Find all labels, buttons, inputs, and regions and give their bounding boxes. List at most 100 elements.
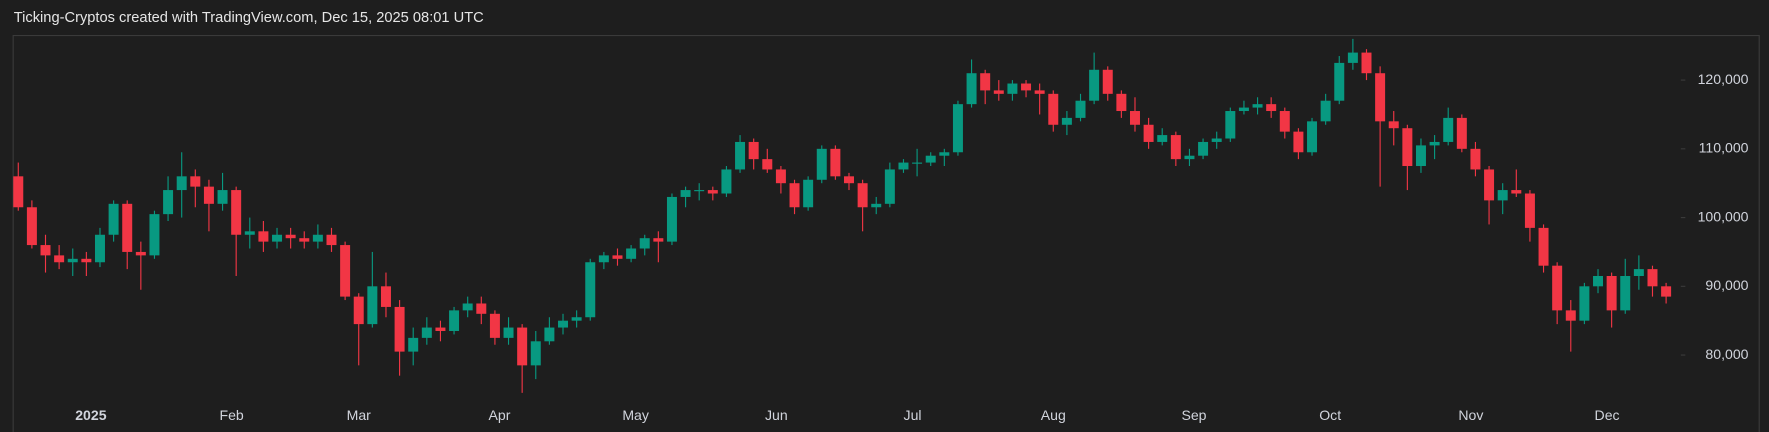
candle-body — [54, 255, 65, 263]
candle-body — [626, 248, 637, 259]
candle-body — [176, 176, 187, 191]
candle-body — [1388, 121, 1399, 129]
candle-body — [1279, 111, 1290, 132]
candle-body — [503, 327, 514, 338]
candle-body — [1007, 83, 1018, 94]
candle-body — [1102, 69, 1113, 94]
y-tick-label: 100,000 — [1698, 208, 1749, 224]
candle-body — [1089, 69, 1100, 101]
candle-body — [231, 190, 242, 235]
x-tick-label: Jul — [904, 407, 922, 423]
candle-body — [966, 73, 977, 105]
candle-body — [476, 303, 487, 314]
candle-body — [844, 176, 854, 184]
candle-body — [1361, 52, 1372, 74]
candle-body — [1157, 135, 1168, 142]
y-tick-label: 80,000 — [1705, 346, 1748, 362]
candle-body — [1143, 124, 1154, 142]
candle-body — [884, 169, 895, 204]
candle-body — [94, 234, 105, 263]
y-tick-label: 120,000 — [1698, 71, 1749, 87]
candle-body — [272, 234, 283, 242]
candle-body — [1198, 141, 1209, 156]
candle-body — [1129, 111, 1140, 125]
candle-body — [244, 231, 255, 235]
candle-body — [1511, 190, 1522, 194]
candle-body — [571, 317, 582, 321]
x-tick-label: Mar — [347, 407, 372, 423]
x-tick-label: Jun — [765, 407, 788, 423]
candle-body — [1633, 269, 1644, 276]
candle-body — [122, 203, 133, 252]
candle-body — [1524, 193, 1535, 228]
candle-body — [108, 203, 119, 235]
candle-body — [1034, 90, 1045, 94]
candle-body — [871, 203, 882, 208]
candle-body — [258, 231, 269, 242]
candle-body — [163, 190, 174, 215]
candle-body — [421, 327, 432, 338]
candle-body — [1266, 104, 1277, 112]
candle-body — [558, 320, 569, 328]
x-tick-label: Dec — [1595, 407, 1620, 423]
candle-body — [340, 245, 351, 297]
candle-body — [980, 73, 991, 91]
candle-body — [1238, 107, 1249, 112]
candle-body — [203, 186, 214, 204]
candle-body — [993, 90, 1004, 94]
candle-body — [149, 214, 160, 256]
candle-body — [285, 234, 296, 239]
candle-body — [1252, 104, 1263, 108]
candle-body — [1116, 93, 1127, 112]
candle-body — [775, 169, 786, 184]
candle-body — [1061, 117, 1072, 125]
candle-body — [1184, 155, 1195, 160]
candle-body — [67, 258, 78, 263]
candle-body — [1334, 62, 1345, 101]
candle-body — [449, 310, 460, 331]
candle-body — [462, 303, 473, 311]
candle-body — [1647, 269, 1658, 287]
candle-body — [707, 190, 718, 194]
candle-body — [1320, 100, 1331, 122]
candle-body — [1620, 275, 1631, 311]
candle-body — [857, 183, 868, 208]
x-tick-label: Aug — [1041, 407, 1066, 423]
candle-body — [312, 234, 323, 242]
candle-body — [1470, 148, 1481, 170]
candle-body — [735, 141, 746, 170]
candle-body — [1048, 93, 1059, 125]
candle-body — [1075, 100, 1086, 118]
candle-body — [394, 306, 405, 352]
candle-body — [1170, 135, 1181, 160]
candle-body — [1347, 52, 1358, 63]
candle-body — [40, 245, 51, 256]
x-tick-label: Nov — [1458, 407, 1483, 423]
chart-title: Ticking-Cryptos created with TradingView… — [14, 10, 484, 26]
candle-body — [326, 234, 337, 246]
candle-body — [1661, 286, 1672, 297]
candle-body — [585, 262, 596, 318]
x-tick-label: Apr — [488, 407, 510, 423]
y-tick-label: 110,000 — [1699, 140, 1749, 156]
candle-body — [380, 286, 391, 307]
candle-body — [190, 176, 201, 187]
candle-body — [435, 327, 446, 331]
candle-body — [1225, 111, 1236, 139]
candle-body — [898, 162, 909, 170]
candle-body — [1307, 121, 1318, 153]
candle-body — [612, 255, 623, 259]
candle-body — [1565, 310, 1576, 321]
candle-body — [598, 255, 609, 263]
candle-body — [135, 251, 146, 256]
candle-body — [721, 169, 732, 194]
candle-body — [1593, 275, 1604, 287]
candle-body — [830, 148, 841, 177]
candle-body — [1415, 145, 1426, 167]
candle-body — [544, 327, 555, 342]
candle-body — [299, 238, 310, 242]
x-tick-label: Sep — [1181, 407, 1206, 423]
